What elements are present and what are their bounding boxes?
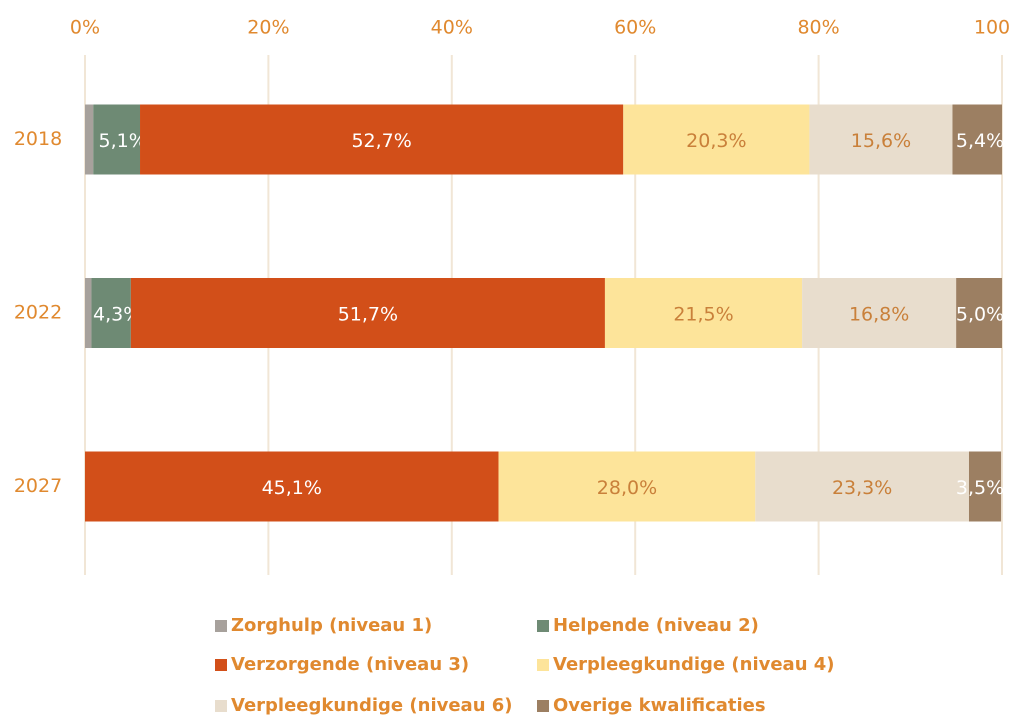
- x-tick-label: 0%: [70, 17, 100, 39]
- bar-segment: [623, 104, 810, 175]
- x-tick-label: 60%: [614, 17, 656, 39]
- legend-label: Zorghulp (niveau 1): [231, 615, 432, 636]
- data-label: 5,0%: [956, 304, 1004, 326]
- data-label: 3,5%: [956, 477, 1004, 499]
- bar-segment: [140, 104, 624, 175]
- data-label: 5,4%: [956, 130, 1004, 152]
- legend-swatch: [537, 659, 549, 671]
- legend-swatch: [215, 659, 227, 671]
- data-label: 23,3%: [832, 477, 892, 499]
- data-label: 16,8%: [849, 304, 909, 326]
- bar-segment: [809, 104, 953, 175]
- bar-segment: [755, 451, 969, 522]
- bar-segment: [802, 278, 957, 348]
- bar-segment: [93, 104, 141, 175]
- data-label: 51,7%: [338, 304, 398, 326]
- bar-segment: [498, 451, 756, 522]
- bar-segment: [91, 278, 131, 348]
- bar-segment: [85, 104, 94, 175]
- x-tick-label: 80%: [797, 17, 839, 39]
- legend-swatch: [215, 700, 227, 712]
- bar-segment: [956, 278, 1002, 348]
- data-label: 5,1%: [98, 130, 146, 152]
- data-label: 20,3%: [686, 130, 746, 152]
- legend-label: Verpleegkundige (niveau 6): [231, 695, 513, 716]
- y-tick-label: 2022: [14, 302, 62, 324]
- legend-swatch: [537, 700, 549, 712]
- legend-label: Verpleegkundige (niveau 4): [553, 654, 835, 675]
- legend-label: Helpende (niveau 2): [553, 615, 759, 636]
- bar-segment: [130, 278, 605, 348]
- bar-segment: [604, 278, 803, 348]
- bar-segment: [85, 451, 499, 522]
- x-tick-label: 20%: [247, 17, 289, 39]
- data-label: 21,5%: [673, 304, 733, 326]
- x-tick-label: 40%: [431, 17, 473, 39]
- legend-swatch: [215, 620, 227, 632]
- x-tick-label: 100: [974, 17, 1010, 39]
- data-label: 15,6%: [851, 130, 911, 152]
- y-tick-label: 2018: [14, 128, 62, 150]
- bar-segment: [85, 278, 92, 348]
- legend-label: Overige kwalificaties: [553, 695, 766, 716]
- bar-segment: [968, 451, 1002, 522]
- y-tick-label: 2027: [14, 475, 62, 497]
- data-label: 52,7%: [351, 130, 411, 152]
- data-label: 28,0%: [597, 477, 657, 499]
- legend-swatch: [537, 620, 549, 632]
- data-label: 4,3%: [93, 304, 141, 326]
- data-label: 45,1%: [262, 477, 322, 499]
- bar-segment: [952, 104, 1002, 175]
- legend-label: Verzorgende (niveau 3): [231, 654, 469, 675]
